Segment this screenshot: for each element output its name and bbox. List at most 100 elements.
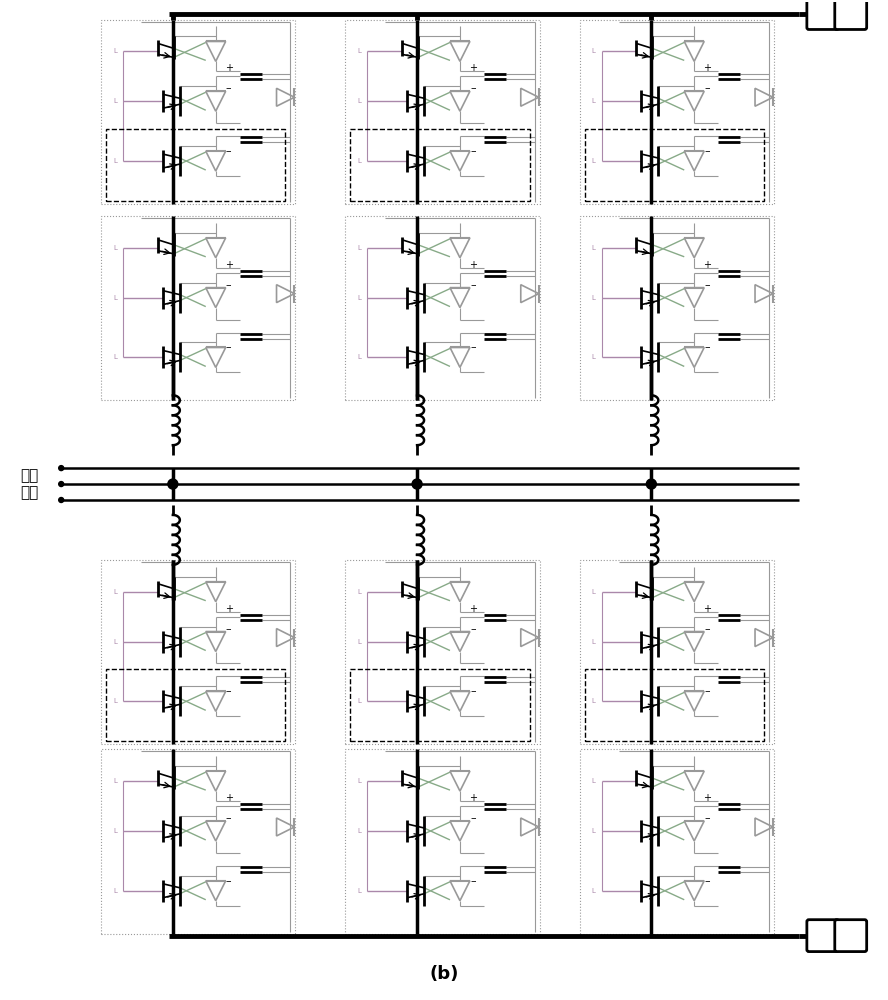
- Text: 交流
系统: 交流 系统: [20, 468, 38, 500]
- Text: L: L: [591, 98, 596, 104]
- Text: –: –: [226, 146, 232, 156]
- Text: –: –: [704, 624, 710, 634]
- Text: +: +: [225, 604, 233, 614]
- Text: +: +: [225, 793, 233, 803]
- Bar: [580, 216, 774, 400]
- Text: –: –: [226, 813, 232, 823]
- Text: +: +: [703, 793, 711, 803]
- Bar: [580, 560, 774, 744]
- Text: L: L: [113, 48, 117, 54]
- Text: L: L: [357, 828, 361, 834]
- Text: L: L: [591, 354, 596, 360]
- Text: –: –: [226, 342, 232, 352]
- Text: +: +: [469, 63, 477, 73]
- Text: L: L: [357, 98, 361, 104]
- Text: L: L: [113, 354, 117, 360]
- Text: L: L: [591, 778, 596, 784]
- Text: –: –: [226, 686, 232, 696]
- Bar: [584, 669, 764, 741]
- FancyBboxPatch shape: [807, 0, 839, 29]
- Text: +: +: [225, 260, 233, 270]
- Text: L: L: [357, 354, 361, 360]
- Circle shape: [59, 498, 64, 502]
- Text: –: –: [226, 280, 232, 290]
- Text: –: –: [470, 342, 476, 352]
- Text: L: L: [591, 888, 596, 894]
- Text: –: –: [704, 876, 710, 886]
- Text: L: L: [357, 888, 361, 894]
- Text: –: –: [470, 280, 476, 290]
- FancyBboxPatch shape: [807, 920, 839, 952]
- Text: +: +: [703, 260, 711, 270]
- Bar: [101, 560, 296, 744]
- Text: L: L: [113, 158, 117, 164]
- Text: L: L: [591, 295, 596, 301]
- Text: L: L: [113, 245, 117, 251]
- Text: –: –: [470, 686, 476, 696]
- Bar: [584, 129, 764, 201]
- Text: (b): (b): [429, 965, 459, 983]
- Text: +: +: [469, 260, 477, 270]
- Circle shape: [646, 479, 656, 489]
- Text: L: L: [113, 639, 117, 645]
- Bar: [106, 129, 286, 201]
- Text: –: –: [226, 624, 232, 634]
- Bar: [580, 749, 774, 934]
- Bar: [101, 216, 296, 400]
- FancyBboxPatch shape: [835, 0, 867, 29]
- Text: L: L: [591, 48, 596, 54]
- Text: –: –: [470, 146, 476, 156]
- Text: L: L: [113, 98, 117, 104]
- Text: +: +: [469, 604, 477, 614]
- Bar: [101, 749, 296, 934]
- Text: L: L: [113, 888, 117, 894]
- Text: +: +: [703, 604, 711, 614]
- Text: L: L: [591, 589, 596, 595]
- Text: –: –: [704, 83, 710, 93]
- Text: –: –: [470, 624, 476, 634]
- Bar: [350, 129, 530, 201]
- Text: –: –: [470, 876, 476, 886]
- Text: –: –: [470, 813, 476, 823]
- Circle shape: [59, 466, 64, 471]
- Bar: [101, 20, 296, 204]
- Bar: [345, 216, 540, 400]
- Text: L: L: [591, 698, 596, 704]
- Text: L: L: [357, 295, 361, 301]
- Text: –: –: [470, 83, 476, 93]
- Text: L: L: [591, 828, 596, 834]
- Text: L: L: [113, 828, 117, 834]
- Text: –: –: [704, 686, 710, 696]
- Text: L: L: [357, 698, 361, 704]
- Text: –: –: [704, 342, 710, 352]
- Text: L: L: [357, 589, 361, 595]
- Text: –: –: [704, 146, 710, 156]
- Text: –: –: [704, 813, 710, 823]
- Bar: [345, 749, 540, 934]
- Text: L: L: [357, 639, 361, 645]
- Bar: [350, 669, 530, 741]
- Text: L: L: [357, 245, 361, 251]
- Text: L: L: [357, 158, 361, 164]
- Bar: [580, 20, 774, 204]
- Text: –: –: [704, 280, 710, 290]
- Text: L: L: [113, 778, 117, 784]
- Text: L: L: [113, 295, 117, 301]
- Text: –: –: [226, 83, 232, 93]
- Bar: [345, 20, 540, 204]
- Text: L: L: [591, 245, 596, 251]
- Text: L: L: [591, 639, 596, 645]
- Text: L: L: [357, 778, 361, 784]
- Text: L: L: [113, 698, 117, 704]
- Text: +: +: [225, 63, 233, 73]
- Circle shape: [168, 479, 178, 489]
- Circle shape: [412, 479, 422, 489]
- Bar: [345, 560, 540, 744]
- Text: +: +: [469, 793, 477, 803]
- Text: L: L: [357, 48, 361, 54]
- FancyBboxPatch shape: [835, 920, 867, 952]
- Text: –: –: [226, 876, 232, 886]
- Bar: [106, 669, 286, 741]
- Text: +: +: [703, 63, 711, 73]
- Text: L: L: [591, 158, 596, 164]
